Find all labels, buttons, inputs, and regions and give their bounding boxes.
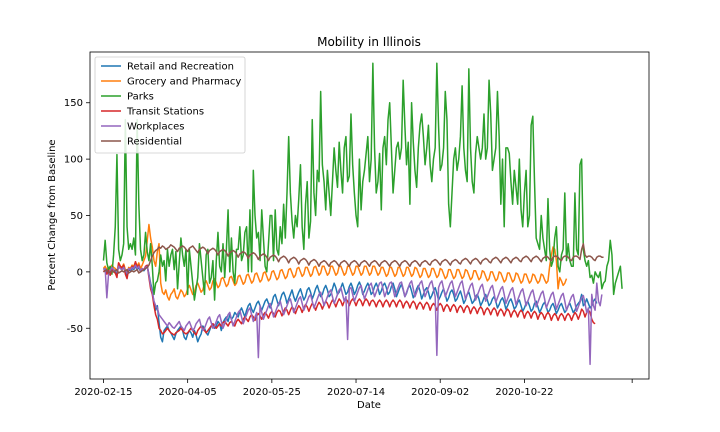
legend: Retail and Recreation Grocery and Pharmac… bbox=[94, 56, 246, 154]
series-line-1 bbox=[102, 223, 568, 301]
legend-box bbox=[94, 56, 246, 154]
x-tick-label: 2020-05-25 bbox=[243, 387, 301, 398]
series-line-0 bbox=[102, 265, 598, 343]
y-tick-label: 150 bbox=[64, 98, 83, 109]
y-tick-label: -50 bbox=[67, 324, 83, 335]
series-layer bbox=[102, 62, 623, 366]
legend-label-4: Workplaces bbox=[127, 122, 184, 133]
series-line-2 bbox=[102, 62, 623, 301]
chart-title: Mobility in Illinois bbox=[317, 35, 421, 49]
y-tick-label: 0 bbox=[77, 267, 83, 278]
x-tick-label: 2020-09-02 bbox=[411, 387, 469, 398]
x-tick-label: 2020-02-15 bbox=[74, 387, 132, 398]
series-line-5 bbox=[103, 242, 604, 274]
y-tick-label: 50 bbox=[70, 211, 83, 222]
legend-label-3: Transit Stations bbox=[126, 107, 204, 118]
x-axis: 2020-02-15 2020-04-05 2020-05-25 2020-07-14… bbox=[74, 379, 633, 398]
legend-label-0: Retail and Recreation bbox=[127, 62, 234, 73]
x-tick-label: 2020-07-14 bbox=[327, 387, 385, 398]
series-line-4 bbox=[103, 264, 603, 366]
x-axis-label: Date bbox=[357, 400, 381, 411]
y-axis: -50 0 50 100 150 bbox=[64, 98, 90, 335]
legend-label-5: Residential bbox=[127, 137, 182, 148]
y-axis-label: Percent Change from Baseline bbox=[47, 139, 58, 290]
legend-label-2: Parks bbox=[127, 92, 154, 103]
y-tick-label: 100 bbox=[64, 155, 83, 166]
x-tick-label: 2020-10-22 bbox=[495, 387, 553, 398]
x-tick-label: 2020-04-05 bbox=[159, 387, 217, 398]
legend-label-1: Grocery and Pharmacy bbox=[127, 77, 241, 88]
